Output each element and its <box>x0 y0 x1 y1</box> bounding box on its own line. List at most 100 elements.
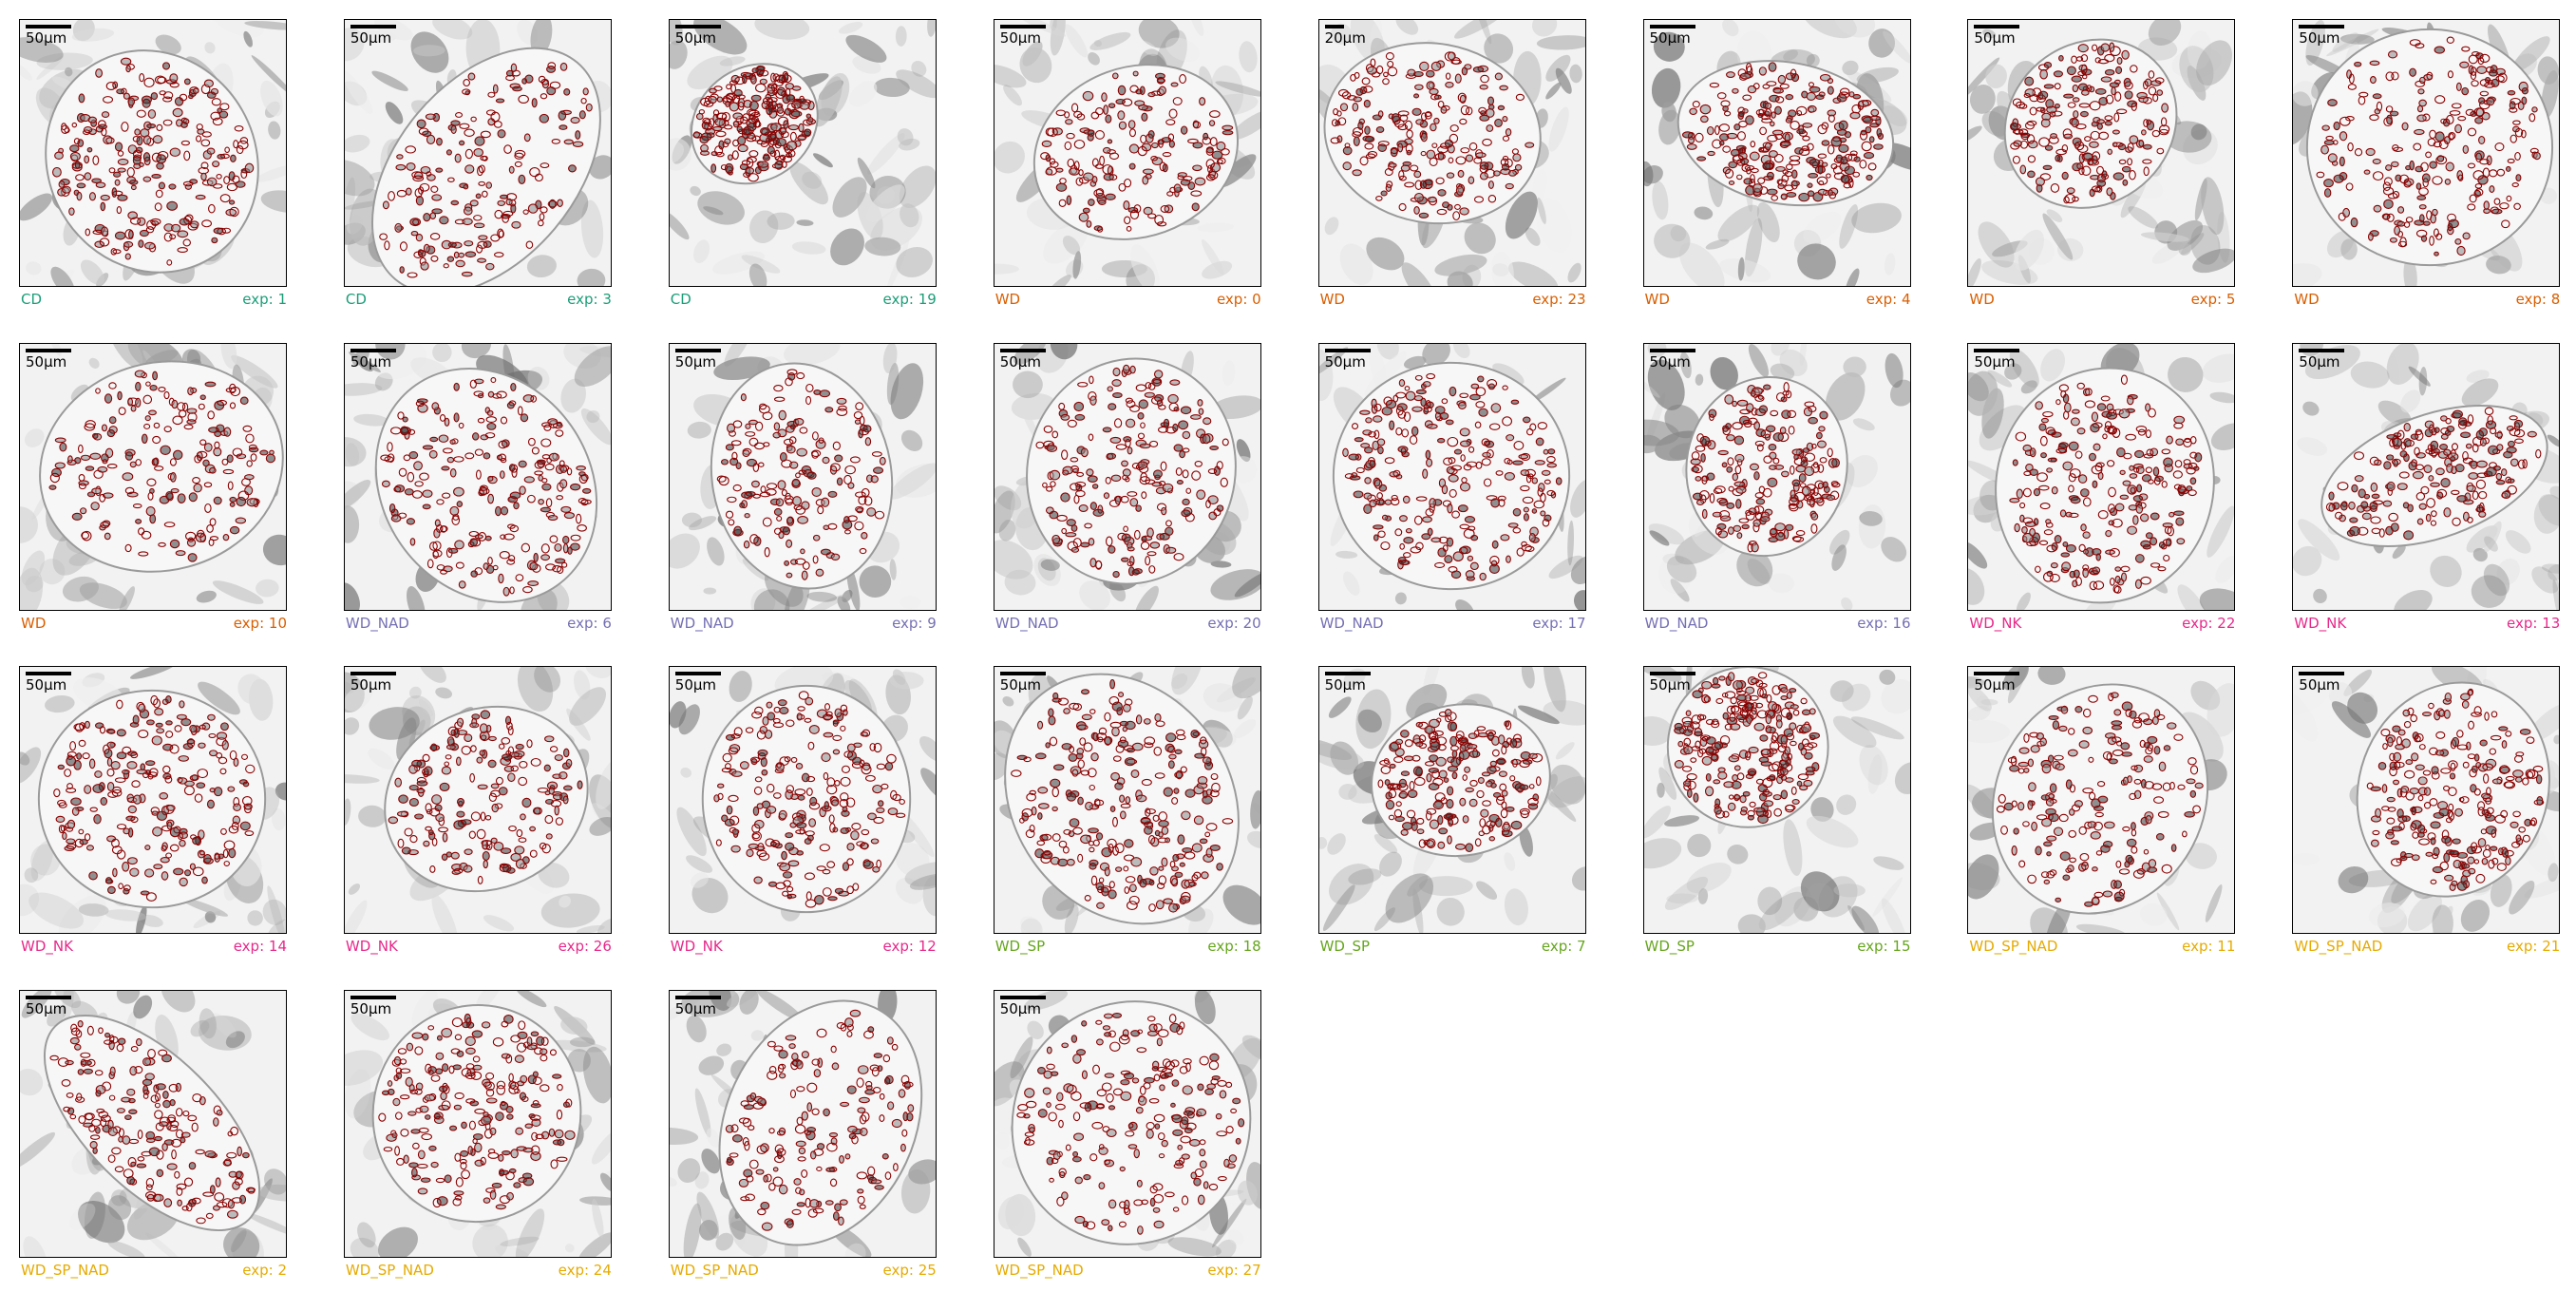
tissue-texture <box>1806 53 1820 67</box>
nucleus-contour <box>1150 395 1163 405</box>
tissue-texture <box>1134 585 1159 610</box>
nucleus-contour <box>2479 90 2490 97</box>
tissue-texture <box>369 707 420 740</box>
nucleus-contour <box>585 103 593 112</box>
nucleus-contour <box>2144 452 2154 459</box>
nucleus-contour <box>101 127 107 137</box>
nucleus-contour <box>2462 450 2470 461</box>
tissue-texture <box>540 893 600 928</box>
nucleus-contour <box>1838 120 1848 131</box>
nucleus-contour <box>2418 503 2428 510</box>
nucleus-contour <box>165 695 172 704</box>
tissue-texture <box>220 343 237 369</box>
nucleus-contour <box>1139 421 1146 428</box>
nucleus-contour <box>64 769 72 777</box>
tissue-texture <box>2512 36 2550 72</box>
nucleus-contour <box>149 384 158 390</box>
nucleus-contour <box>561 535 570 544</box>
nucleus-contour <box>1127 560 1134 566</box>
nucleus-contour <box>1192 121 1201 129</box>
nucleus-contour <box>1398 542 1405 550</box>
nucleus-contour <box>1444 139 1453 148</box>
nucleus-contour <box>1162 483 1173 492</box>
nucleus-contour <box>510 765 519 772</box>
nucleus-contour <box>229 206 239 218</box>
nucleus-contour <box>554 558 566 563</box>
nucleus-contour <box>1788 425 1795 435</box>
nucleus-contour <box>529 849 538 858</box>
nucleus-contour <box>1087 199 1095 206</box>
nucleus-contour <box>484 431 496 438</box>
nucleus-contour <box>110 761 121 770</box>
tissue-texture <box>994 64 1027 88</box>
nucleus-contour <box>2452 103 2462 109</box>
nucleus-contour <box>2175 459 2183 467</box>
nucleus-contour <box>1764 142 1771 151</box>
nucleus-contour <box>523 133 531 142</box>
scale-bar-label: 50μm <box>1649 29 1691 47</box>
nucleus-contour <box>2333 174 2345 183</box>
nucleus-contour <box>2175 437 2185 446</box>
nucleus-contour <box>2327 99 2339 106</box>
scale-bar <box>1324 348 1371 352</box>
nucleus-contour <box>2072 196 2080 202</box>
nucleus-contour <box>1376 446 1384 454</box>
nucleus-contour <box>1418 61 1430 71</box>
nucleus-contour <box>431 208 443 215</box>
nucleus-contour <box>1418 212 1429 218</box>
nucleus-contour <box>2110 82 2120 88</box>
nucleus-contour <box>1721 105 1729 112</box>
nucleus-contour <box>554 754 563 761</box>
tissue-texture <box>806 591 838 602</box>
nucleus-contour <box>1694 475 1701 482</box>
tissue-texture <box>1716 204 1759 242</box>
nucleus-contour <box>500 505 509 515</box>
nucleus-contour <box>1501 116 1508 123</box>
nucleus-contour <box>2383 460 2392 470</box>
tissue-texture <box>20 884 40 917</box>
tissue-texture <box>1880 536 1906 561</box>
group-label: WD <box>994 291 1021 308</box>
nucleus-contour <box>207 409 215 419</box>
nucleus-contour <box>388 503 396 513</box>
nucleus-contour <box>1412 70 1424 78</box>
nucleus-contour <box>1165 191 1174 197</box>
nucleus-contour <box>464 240 474 247</box>
nucleus-contour <box>156 154 167 164</box>
scale-bar <box>1974 348 2020 352</box>
nucleus-contour <box>2082 567 2090 578</box>
nucleus-contour <box>124 486 135 494</box>
nucleus-contour <box>1780 141 1791 147</box>
nucleus-contour <box>1706 150 1715 157</box>
nucleus-contour <box>578 497 587 504</box>
nucleus-contour <box>1208 445 1219 450</box>
nucleus-contour <box>709 87 717 94</box>
nucleus-contour <box>539 213 545 221</box>
nucleus-contour <box>725 443 734 450</box>
nucleus-contour <box>398 467 407 477</box>
nucleus-contour <box>710 163 716 173</box>
nucleus-contour <box>1436 189 1447 197</box>
nucleus-contour <box>244 830 255 836</box>
tissue-texture <box>1978 221 2016 268</box>
nucleus-contour <box>1738 517 1749 523</box>
nucleus-contour <box>1725 502 1734 509</box>
nucleus-contour <box>2506 195 2512 202</box>
scale-bar-label: 20μm <box>1324 29 1366 47</box>
nucleus-contour <box>2041 417 2050 423</box>
tissue-texture <box>1648 522 1684 544</box>
group-label: WD <box>1644 291 1670 308</box>
nucleus-contour <box>2025 463 2035 471</box>
nucleus-contour <box>481 190 488 198</box>
nucleus-contour <box>410 230 419 237</box>
nucleus-contour <box>245 433 255 443</box>
nucleus-contour <box>1434 405 1446 414</box>
nucleus-contour <box>69 741 77 751</box>
nucleus-contour <box>223 176 231 185</box>
tissue-texture <box>2200 587 2235 610</box>
nucleus-contour <box>1382 71 1389 78</box>
islet-region <box>710 362 893 589</box>
nucleus-contour <box>2373 204 2382 213</box>
nucleus-contour <box>1445 72 1450 80</box>
nucleus-contour <box>767 145 775 155</box>
